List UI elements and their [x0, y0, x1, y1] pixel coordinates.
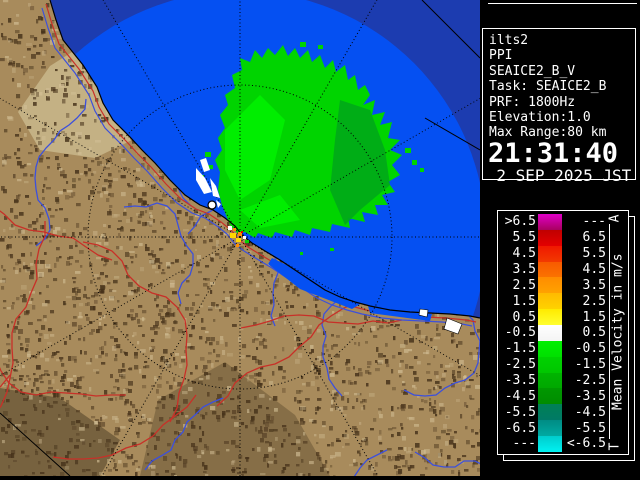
- radar-info-lines: ilts2 PPI SEAICE2_B_V Task: SEAICE2_B PRF: 1…: [483, 29, 635, 141]
- info-line: Task: SEAICE2_B: [489, 79, 607, 95]
- legend-row: -3.5 -2.5: [500, 372, 608, 389]
- legend-rows: >6.5 --- 5.5 6.5 4.5 5.5 3.5 4.5 2.5 3.5 1.5 2.5 0.5…: [500, 214, 608, 452]
- legend-color-cell: [538, 436, 562, 452]
- legend-right-value: 2.5: [582, 293, 606, 309]
- legend-right-value: -1.5: [574, 357, 606, 373]
- legend-row: --- <-6.5: [500, 436, 608, 452]
- legend-separator-line: [609, 224, 610, 439]
- legend-color-cell: [538, 372, 562, 389]
- radar-info-panel: ilts2 PPI SEAICE2_B_V Task: SEAICE2_B PRF: 1…: [482, 28, 636, 184]
- legend-color-cell: [538, 214, 562, 230]
- legend-left-value: 5.5: [512, 230, 536, 246]
- legend-left-value: >6.5: [504, 214, 536, 230]
- legend-left-value: 4.5: [512, 246, 536, 262]
- legend-left-value: -2.5: [504, 357, 536, 373]
- panel-top-frame-line: [488, 3, 637, 4]
- legend-row: 3.5 4.5: [500, 261, 608, 278]
- legend-row: >6.5 ---: [500, 214, 608, 230]
- legend-color-cell: [538, 245, 562, 262]
- legend-color-cell: [538, 404, 562, 421]
- legend-left-value: -1.5: [504, 341, 536, 357]
- legend-color-cell: [538, 293, 562, 310]
- legend-right-value: 6.5: [582, 230, 606, 246]
- legend-bottom-marker: T: [607, 442, 623, 451]
- legend-right-value: <-6.5: [566, 436, 606, 452]
- legend-right-value: 4.5: [582, 262, 606, 277]
- legend-color-cell: [538, 261, 562, 278]
- legend-color-cell: [538, 420, 562, 437]
- legend-left-value: 2.5: [512, 277, 536, 293]
- legend-row: -6.5 -5.5: [500, 420, 608, 437]
- info-line: Max Range:80 km: [489, 125, 607, 141]
- legend-row: -2.5 -1.5: [500, 356, 608, 373]
- legend-right-value: -3.5: [574, 388, 606, 404]
- legend-left-value: -3.5: [504, 373, 536, 389]
- legend-left-value: -5.5: [504, 404, 536, 420]
- legend-color-cell: [538, 340, 562, 357]
- legend-left-value: ---: [512, 436, 536, 452]
- legend-color-cell: [538, 277, 562, 294]
- radar-map: [0, 0, 486, 480]
- legend-row: -4.5 -3.5: [500, 388, 608, 405]
- legend-row: -0.5 0.5: [500, 325, 608, 341]
- legend-axis-label: Mean Velocity in m/s: [610, 253, 626, 410]
- legend-left-value: 3.5: [512, 262, 536, 277]
- info-line: PPI: [489, 48, 513, 64]
- legend-right-value: 0.5: [582, 325, 606, 341]
- legend-left-value: -0.5: [504, 325, 536, 341]
- legend-left-value: -6.5: [504, 420, 536, 436]
- legend-left-value: 0.5: [512, 309, 536, 325]
- clock-time: 21:31:40: [488, 137, 619, 169]
- legend-right-value: 1.5: [582, 309, 606, 325]
- legend-left-value: -4.5: [504, 388, 536, 404]
- legend-color-cell: [538, 356, 562, 373]
- legend-row: 0.5 1.5: [500, 309, 608, 326]
- info-line: SEAICE2_B_V: [489, 63, 576, 79]
- velocity-legend: >6.5 --- 5.5 6.5 4.5 5.5 3.5 4.5 2.5 3.5 1.5 2.5 0.5…: [497, 210, 629, 455]
- legend-right-value: -4.5: [574, 404, 606, 420]
- legend-color-cell: [538, 309, 562, 326]
- info-line: Elevation:1.0: [489, 110, 591, 126]
- clock-date: 2 SEP 2025 JST: [486, 165, 632, 185]
- legend-right-value: -2.5: [574, 373, 606, 389]
- legend-row: 5.5 6.5: [500, 229, 608, 246]
- legend-right-value: 3.5: [582, 277, 606, 293]
- radar-ppi-display: [0, 0, 486, 480]
- legend-right-value: 5.5: [582, 246, 606, 262]
- legend-right-value: -0.5: [574, 341, 606, 357]
- legend-left-value: 1.5: [512, 293, 536, 309]
- legend-row: 4.5 5.5: [500, 245, 608, 262]
- legend-row: 1.5 2.5: [500, 293, 608, 310]
- info-line: ilts2: [489, 33, 529, 48]
- legend-row: 2.5 3.5: [500, 277, 608, 294]
- legend-color-cell: [538, 325, 562, 341]
- legend-right-value: ---: [582, 214, 606, 230]
- legend-color-cell: [538, 388, 562, 405]
- info-line: PRF: 1800Hz: [489, 94, 576, 110]
- legend-row: -5.5 -4.5: [500, 404, 608, 421]
- legend-row: -1.5 -0.5: [500, 340, 608, 357]
- legend-color-cell: [538, 229, 562, 246]
- legend-right-value: -5.5: [574, 420, 606, 436]
